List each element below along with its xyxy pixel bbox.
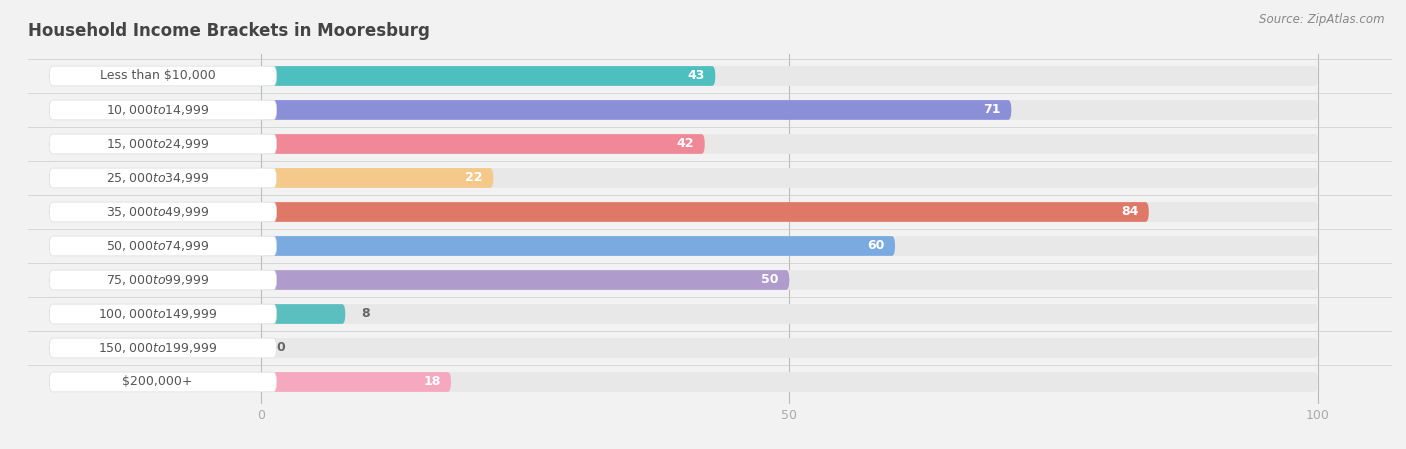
FancyBboxPatch shape [260, 168, 1317, 188]
FancyBboxPatch shape [260, 372, 451, 392]
FancyBboxPatch shape [49, 372, 277, 392]
FancyBboxPatch shape [28, 93, 1392, 127]
Text: $25,000 to $34,999: $25,000 to $34,999 [105, 171, 209, 185]
FancyBboxPatch shape [49, 338, 277, 358]
FancyBboxPatch shape [260, 270, 789, 290]
Text: $100,000 to $149,999: $100,000 to $149,999 [98, 307, 218, 321]
FancyBboxPatch shape [260, 66, 1317, 86]
FancyBboxPatch shape [28, 297, 1392, 331]
FancyBboxPatch shape [260, 236, 896, 256]
Text: $75,000 to $99,999: $75,000 to $99,999 [105, 273, 209, 287]
FancyBboxPatch shape [49, 100, 277, 120]
Text: $15,000 to $24,999: $15,000 to $24,999 [105, 137, 209, 151]
FancyBboxPatch shape [260, 202, 1149, 222]
FancyBboxPatch shape [49, 66, 277, 86]
FancyBboxPatch shape [260, 134, 704, 154]
FancyBboxPatch shape [28, 263, 1392, 297]
Text: Source: ZipAtlas.com: Source: ZipAtlas.com [1260, 13, 1385, 26]
FancyBboxPatch shape [260, 134, 1317, 154]
FancyBboxPatch shape [260, 100, 1317, 120]
FancyBboxPatch shape [28, 195, 1392, 229]
FancyBboxPatch shape [49, 168, 277, 188]
Text: $10,000 to $14,999: $10,000 to $14,999 [105, 103, 209, 117]
Text: 22: 22 [465, 172, 482, 185]
FancyBboxPatch shape [49, 236, 277, 256]
Text: Less than $10,000: Less than $10,000 [100, 70, 215, 83]
FancyBboxPatch shape [260, 66, 716, 86]
FancyBboxPatch shape [260, 372, 1317, 392]
Text: 60: 60 [868, 239, 884, 252]
Text: 43: 43 [688, 70, 704, 83]
FancyBboxPatch shape [260, 338, 1317, 358]
Text: 42: 42 [676, 137, 695, 150]
FancyBboxPatch shape [260, 100, 1011, 120]
Text: 0: 0 [277, 342, 285, 355]
Text: 18: 18 [423, 375, 440, 388]
FancyBboxPatch shape [28, 59, 1392, 93]
FancyBboxPatch shape [260, 236, 1317, 256]
FancyBboxPatch shape [260, 168, 494, 188]
FancyBboxPatch shape [260, 304, 1317, 324]
Text: 50: 50 [761, 273, 779, 286]
Text: $35,000 to $49,999: $35,000 to $49,999 [105, 205, 209, 219]
FancyBboxPatch shape [260, 304, 346, 324]
Text: $50,000 to $74,999: $50,000 to $74,999 [105, 239, 209, 253]
FancyBboxPatch shape [28, 331, 1392, 365]
Text: 8: 8 [361, 308, 370, 321]
Text: $150,000 to $199,999: $150,000 to $199,999 [98, 341, 218, 355]
FancyBboxPatch shape [28, 161, 1392, 195]
Text: Household Income Brackets in Mooresburg: Household Income Brackets in Mooresburg [28, 22, 430, 40]
FancyBboxPatch shape [28, 127, 1392, 161]
FancyBboxPatch shape [49, 304, 277, 324]
FancyBboxPatch shape [28, 365, 1392, 399]
FancyBboxPatch shape [28, 229, 1392, 263]
Text: $200,000+: $200,000+ [122, 375, 193, 388]
FancyBboxPatch shape [260, 202, 1317, 222]
Text: 71: 71 [983, 103, 1001, 116]
Text: 84: 84 [1121, 206, 1139, 219]
FancyBboxPatch shape [260, 270, 1317, 290]
FancyBboxPatch shape [49, 202, 277, 222]
FancyBboxPatch shape [49, 134, 277, 154]
FancyBboxPatch shape [49, 270, 277, 290]
